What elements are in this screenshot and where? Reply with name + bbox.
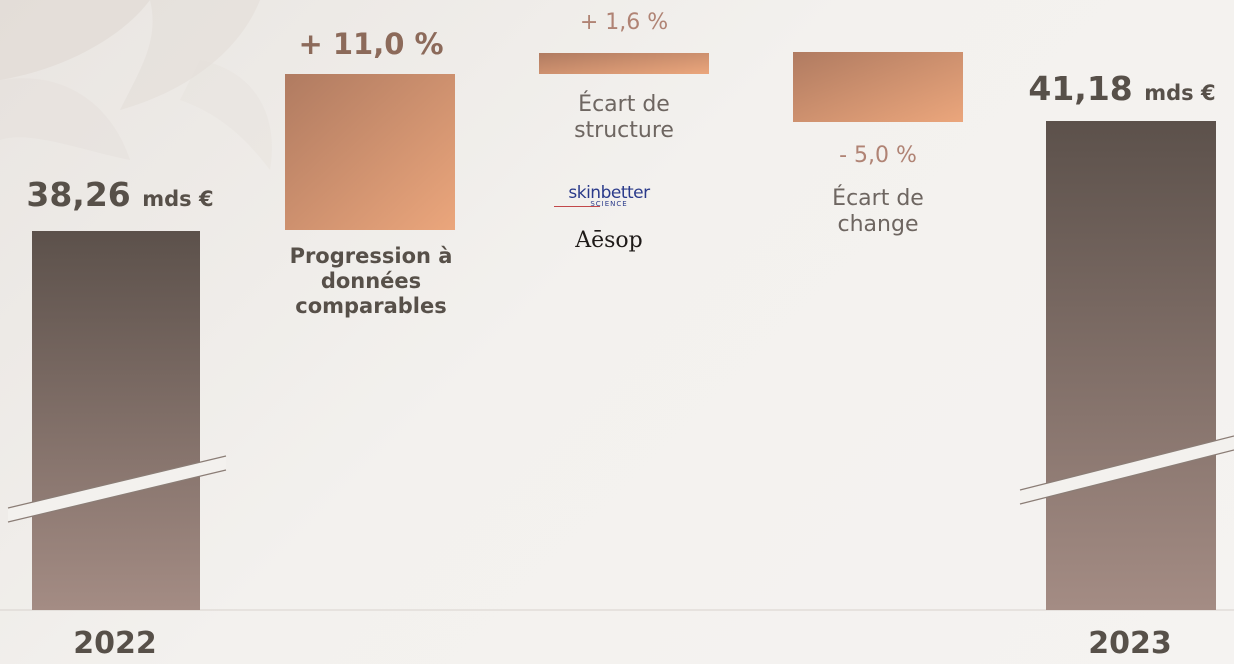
start-unit: mds €: [142, 187, 214, 211]
step-1-label-line: données: [320, 268, 422, 293]
bar-2022: [32, 231, 200, 610]
step-2-label-line: structure: [574, 117, 674, 143]
step-3-label: Écart de change: [768, 186, 988, 238]
step-3-label-line: change: [837, 211, 919, 237]
step-1-label-line: Progression à: [289, 244, 453, 268]
step-2-value: + 1,6 %: [579, 10, 669, 35]
axis-break-2023: [1019, 435, 1234, 505]
step-2-label: Écart de structure: [514, 92, 734, 144]
step-1-value: + 11,0 %: [298, 27, 444, 61]
axis-break-2022: [7, 455, 227, 523]
skinbetter-science-logo: skinbetter SCIENCE: [554, 183, 664, 208]
skinbetter-logo-subtext: SCIENCE: [590, 200, 628, 208]
bar-2023: [1046, 121, 1216, 610]
bar-step-1: [285, 74, 455, 230]
end-value-label: 41,18 mds €: [1010, 69, 1234, 109]
bar-step-3: [793, 52, 963, 122]
skinbetter-logo-text: skinbetter: [568, 183, 650, 203]
bar-step-2: [539, 53, 709, 74]
step-1-label: Progression à données comparables: [256, 244, 486, 318]
step-1-label-line: comparables: [295, 293, 447, 318]
step-2-label-line: Écart de: [578, 92, 670, 117]
aesop-logo: Aēsop: [575, 228, 643, 253]
x-label-end: 2023: [1088, 626, 1172, 661]
end-value: 41,18: [1028, 69, 1133, 108]
skinbetter-logo-rule: [554, 206, 600, 207]
step-3-value: - 5,0 %: [839, 143, 917, 168]
step-3-label-line: Écart de: [832, 186, 924, 211]
start-value: 38,26: [26, 175, 131, 214]
x-label-start: 2022: [73, 626, 157, 661]
end-unit: mds €: [1144, 81, 1216, 105]
start-value-label: 38,26 mds €: [8, 175, 232, 215]
